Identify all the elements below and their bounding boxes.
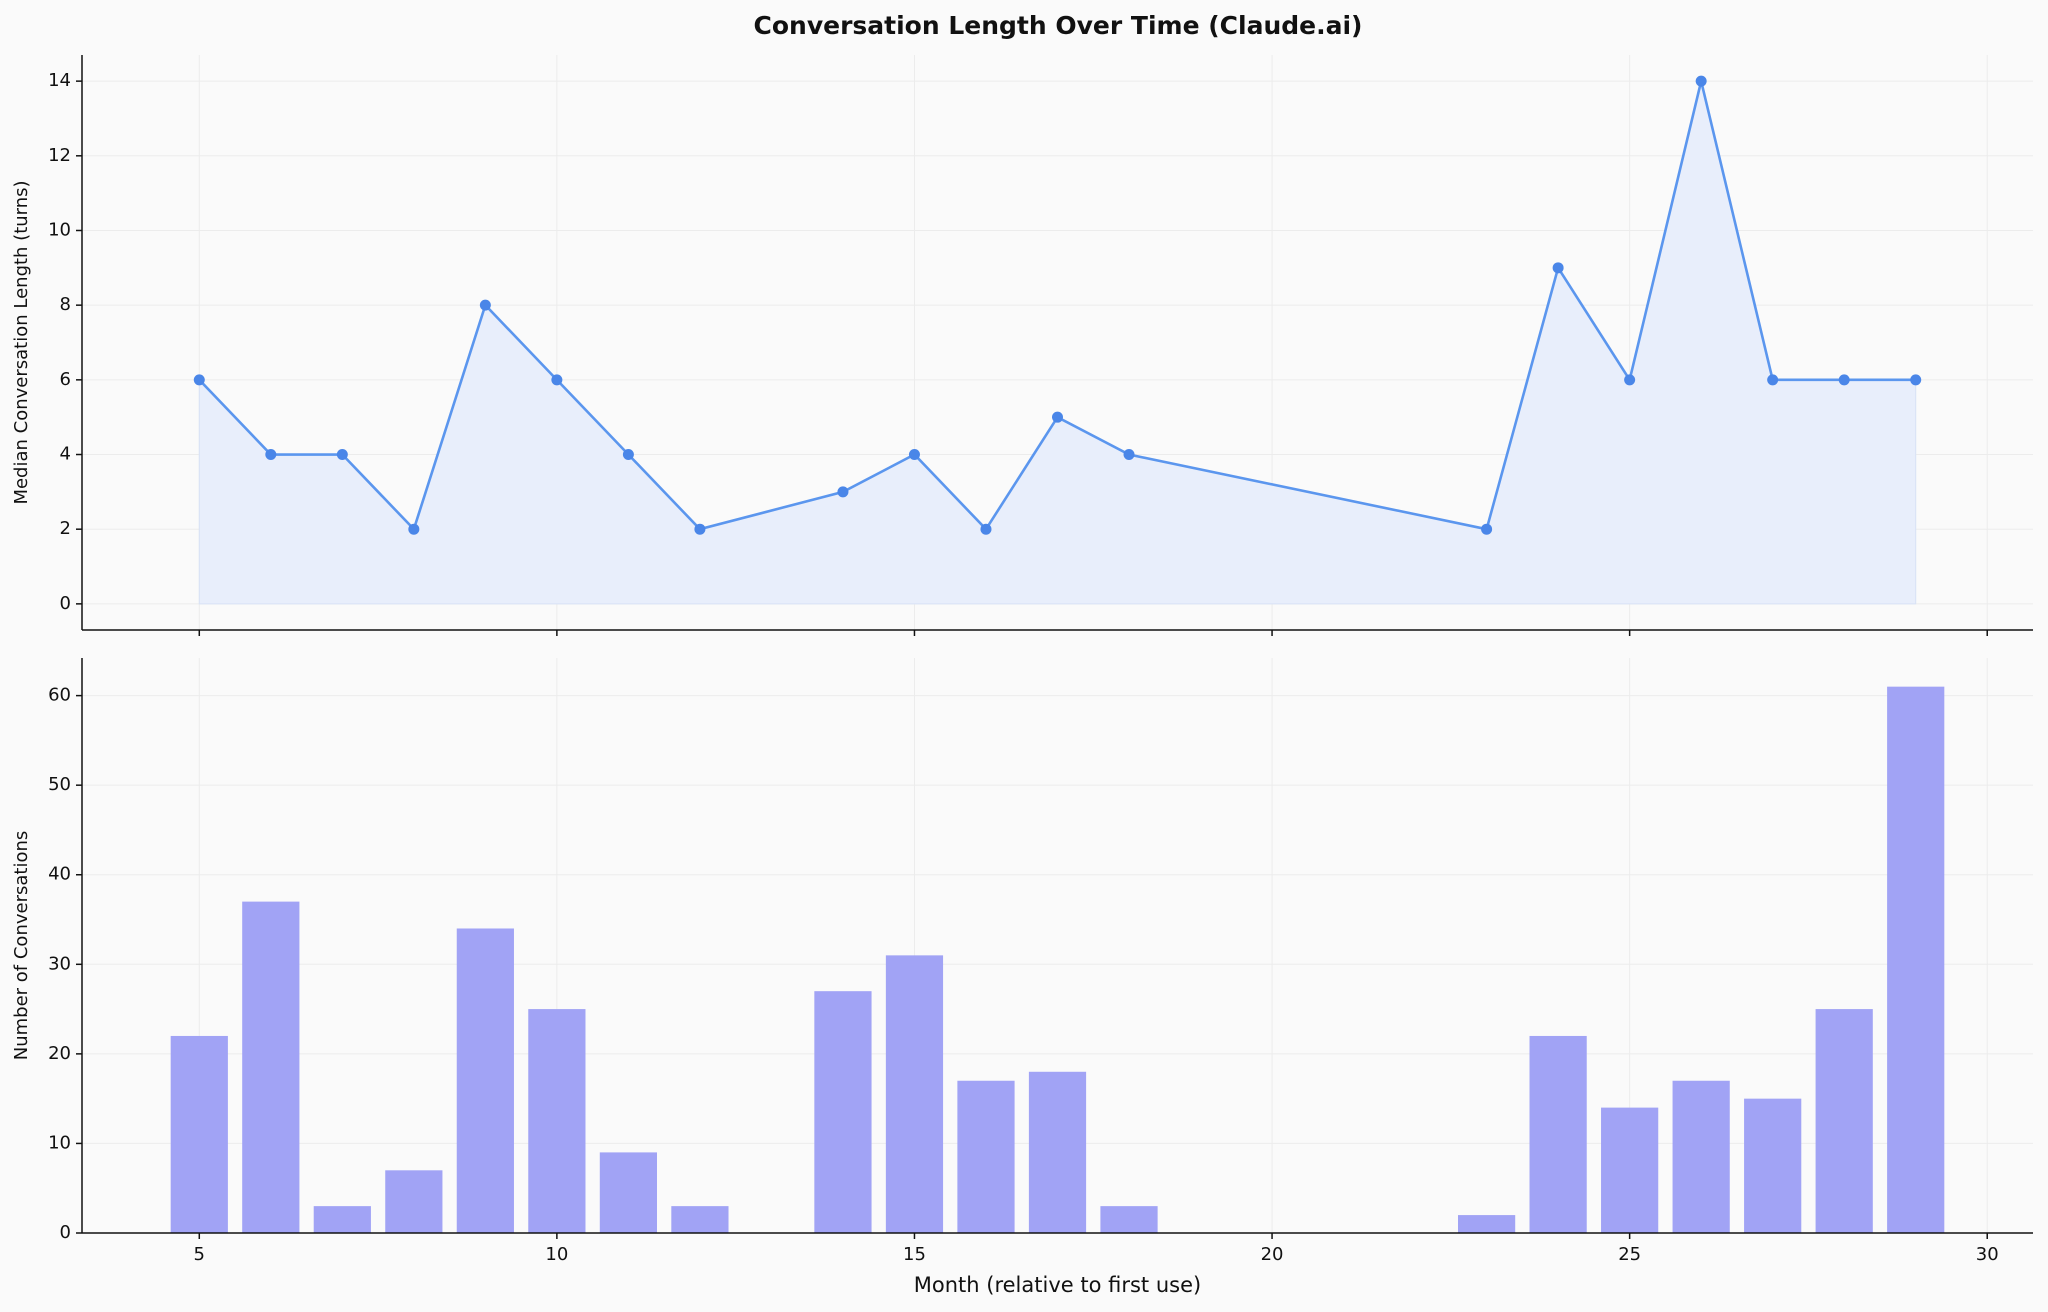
y-tick-label: 12 [48,145,71,166]
point [408,523,420,535]
x-tick-label: 25 [1618,1244,1641,1265]
point [1624,374,1636,386]
bar [242,901,300,1233]
point [1552,262,1564,274]
point [1052,411,1063,423]
point [1123,449,1135,461]
y-tick-label: 2 [60,518,71,539]
point [694,523,706,535]
point [193,374,205,386]
bar [599,1152,658,1233]
y-tick-label: 10 [48,219,71,240]
y-tick-label: 4 [60,444,71,465]
y-tick-label: 40 [48,864,71,885]
y-tick-label: 50 [48,774,71,795]
bar [1529,1035,1587,1233]
y-tick-label: 14 [48,70,71,91]
y-tick-label: 6 [60,369,71,390]
bar [1672,1080,1730,1233]
point [265,449,277,461]
point [908,449,920,461]
y-tick-label: 20 [48,1043,71,1064]
x-tick-label: 5 [194,1244,205,1265]
bar [814,991,872,1233]
x-tick-label: 15 [903,1244,926,1265]
y-tick-label: 8 [60,294,71,315]
point [1767,374,1779,386]
bar [313,1206,371,1233]
point [980,523,992,535]
bar [1100,1206,1158,1233]
point [336,449,348,461]
bar [671,1206,729,1233]
y-tick-label: 60 [48,685,71,706]
bar [1744,1098,1802,1233]
bar [456,928,514,1233]
y-tick-label: 0 [60,1222,71,1243]
bar [528,1009,586,1233]
y-tick-label: 30 [48,953,71,974]
bar [1457,1215,1516,1233]
point [1481,523,1493,535]
y-axis-label: Median Conversation Length (turns) [11,180,32,504]
x-tick-label: 10 [545,1244,568,1265]
bar [170,1035,228,1233]
bar [885,955,944,1233]
bar [1601,1107,1659,1233]
bar [1028,1071,1087,1233]
point [622,449,634,461]
x-tick-label: 30 [1976,1244,1999,1265]
point [551,374,563,386]
y-tick-label: 0 [60,593,71,614]
x-tick-label: 20 [1261,1244,1284,1265]
point [1910,374,1922,386]
bar [1815,1009,1873,1233]
point [1695,75,1707,87]
chart-title: Conversation Length Over Time (Claude.ai… [754,11,1363,40]
bar [957,1080,1015,1233]
y-axis-label: Number of Conversations [11,831,32,1060]
point [479,299,491,311]
point [1838,374,1850,386]
bar [1887,686,1945,1233]
y-tick-label: 10 [48,1132,71,1153]
x-axis-label: Month (relative to first use) [914,1273,1201,1297]
bar [385,1170,443,1233]
point [837,486,849,498]
line [198,80,1916,532]
